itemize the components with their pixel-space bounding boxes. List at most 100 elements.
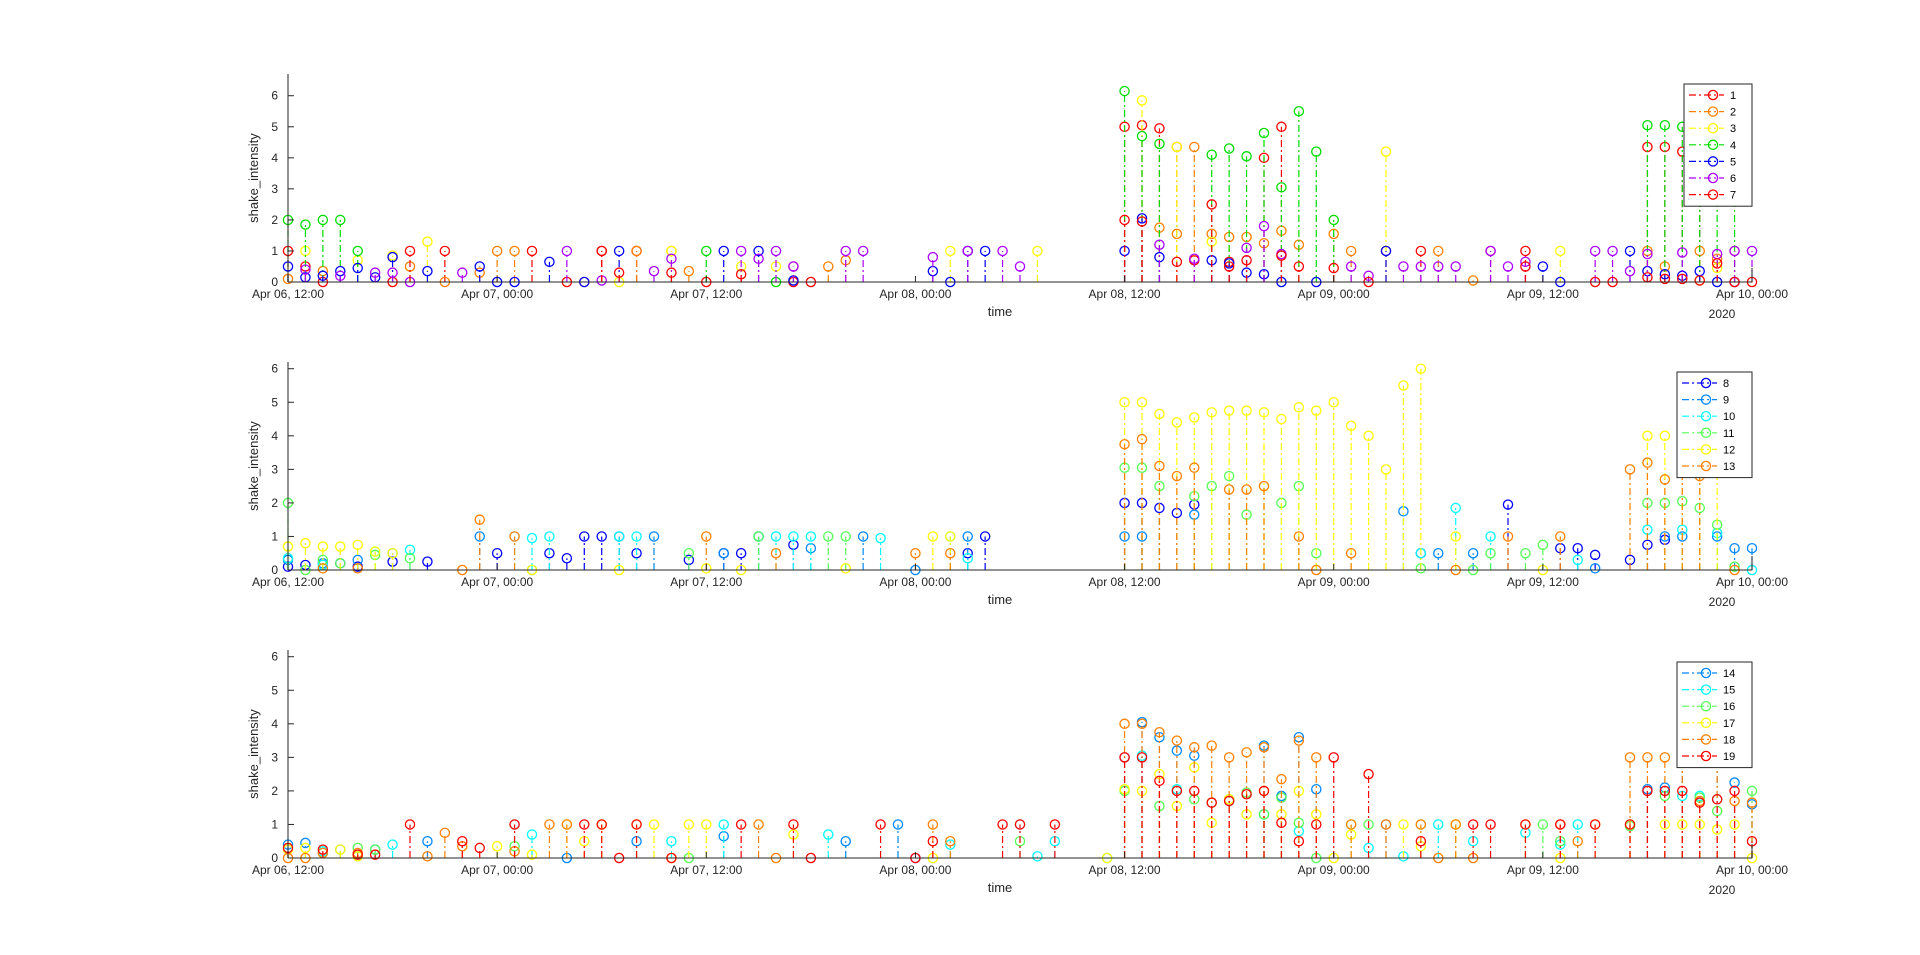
x-tick-label: Apr 08, 12:00 [1089, 575, 1161, 589]
y-tick-label: 6 [271, 89, 278, 103]
marker-6-13 [788, 261, 799, 272]
marker-4-16 [1311, 146, 1322, 157]
marker-13-11 [1154, 460, 1165, 472]
marker-2-17 [1189, 141, 1200, 153]
marker-10-10 [770, 531, 782, 542]
marker-1-17 [1258, 152, 1270, 164]
legend-entry-11: 11 [1723, 428, 1734, 440]
x-tick-label: Apr 06, 12:00 [252, 287, 324, 301]
marker-6-38 [1677, 247, 1688, 258]
marker-19-14 [788, 819, 799, 830]
marker-12-4 [352, 539, 363, 551]
legend-entry-13: 13 [1723, 461, 1735, 473]
marker-7-8 [1171, 256, 1183, 268]
marker-10-18 [1485, 531, 1496, 542]
x-year-label: 2020 [1709, 595, 1736, 609]
marker-18-36 [1659, 752, 1671, 763]
marker-13-15 [1241, 484, 1252, 495]
marker-2-6 [509, 245, 520, 257]
marker-7-0 [404, 245, 416, 257]
legend-swatch-marker [1707, 89, 1719, 101]
marker-7-7 [1136, 216, 1148, 227]
marker-1-5 [526, 245, 538, 257]
legend-swatch-marker [1700, 377, 1712, 389]
marker-15-9 [1032, 851, 1043, 862]
marker-6-5 [457, 267, 468, 278]
marker-6-32 [1502, 261, 1514, 272]
y-tick-label: 5 [271, 683, 278, 697]
legend-entry-4: 4 [1730, 140, 1736, 152]
marker-6-35 [1607, 245, 1618, 257]
marker-8-10 [596, 531, 607, 542]
marker-12-20 [1223, 405, 1235, 416]
marker-9-18 [1589, 563, 1601, 574]
marker-19-33 [1311, 819, 1322, 830]
marker-18-4 [422, 851, 433, 862]
marker-14-26 [1729, 777, 1740, 788]
marker-19-41 [1589, 819, 1601, 830]
marker-11-8 [823, 531, 834, 542]
marker-17-13 [701, 819, 712, 830]
marker-4-18 [1642, 119, 1653, 131]
y-tick-label: 1 [271, 529, 278, 543]
legend-swatch-marker [1700, 427, 1712, 439]
marker-1-4 [439, 245, 451, 257]
marker-10-13 [875, 532, 886, 544]
marker-19-1 [317, 844, 329, 855]
marker-19-39 [1520, 819, 1531, 830]
marker-13-22 [1555, 531, 1566, 542]
legend-entry-6: 6 [1730, 173, 1736, 185]
marker-13-5 [701, 531, 712, 542]
legend-entry-7: 7 [1730, 190, 1736, 202]
marker-12-22 [1258, 407, 1270, 418]
legend-swatch-marker [1700, 750, 1712, 762]
marker-6-0 [300, 264, 311, 275]
marker-9-17 [1467, 547, 1479, 559]
marker-6-10 [735, 245, 747, 257]
marker-15-4 [666, 835, 677, 847]
marker-13-19 [1345, 547, 1357, 559]
marker-13-21 [1502, 531, 1514, 542]
marker-10-7 [613, 531, 625, 542]
marker-6-30 [1450, 261, 1461, 272]
marker-9-13 [1136, 531, 1148, 542]
marker-4-7 [1119, 85, 1130, 97]
marker-1-18 [1276, 121, 1287, 133]
marker-6-19 [1014, 261, 1026, 272]
legend-entry-1: 1 [1730, 90, 1736, 102]
series-19 [282, 752, 1758, 864]
marker-12-23 [1276, 413, 1287, 425]
marker-9-4 [474, 531, 485, 542]
marker-18-19 [1206, 740, 1217, 751]
y-tick-label: 2 [271, 213, 278, 227]
marker-7-1 [596, 245, 607, 257]
marker-19-4 [404, 819, 416, 830]
marker-19-16 [875, 819, 886, 830]
marker-11-15 [1223, 470, 1235, 482]
marker-18-30 [1450, 819, 1461, 830]
marker-12-25 [1311, 405, 1322, 416]
marker-12-1 [300, 537, 311, 549]
panel-3: 0 1 2 3 4 5 6 Apr 06, 12:00 Apr 07, 00:00 Apr 07,… [246, 650, 1788, 897]
marker-12-3 [335, 541, 346, 552]
legend-swatch-marker [1707, 139, 1719, 151]
marker-19-47 [1711, 794, 1723, 805]
marker-17-40 [1694, 819, 1705, 830]
marker-12-2 [317, 541, 329, 552]
marker-19-38 [1485, 819, 1496, 830]
marker-2-10 [683, 265, 695, 277]
marker-6-41 [1746, 245, 1758, 257]
marker-15-22 [1572, 819, 1583, 830]
marker-6-11 [753, 253, 764, 264]
legend-swatch-marker [1700, 717, 1712, 729]
x-tick-label: Apr 07, 12:00 [670, 863, 742, 877]
marker-18-9 [561, 819, 573, 830]
marker-4-13 [1258, 127, 1270, 139]
marker-10-15 [962, 553, 973, 564]
marker-4-19 [1659, 119, 1671, 131]
x-tick-label: Apr 09, 00:00 [1298, 575, 1370, 589]
x-tick-label: Apr 08, 00:00 [879, 287, 951, 301]
x-axis-label: time [988, 592, 1013, 607]
marker-15-7 [945, 839, 956, 850]
marker-2-18 [1206, 228, 1217, 240]
